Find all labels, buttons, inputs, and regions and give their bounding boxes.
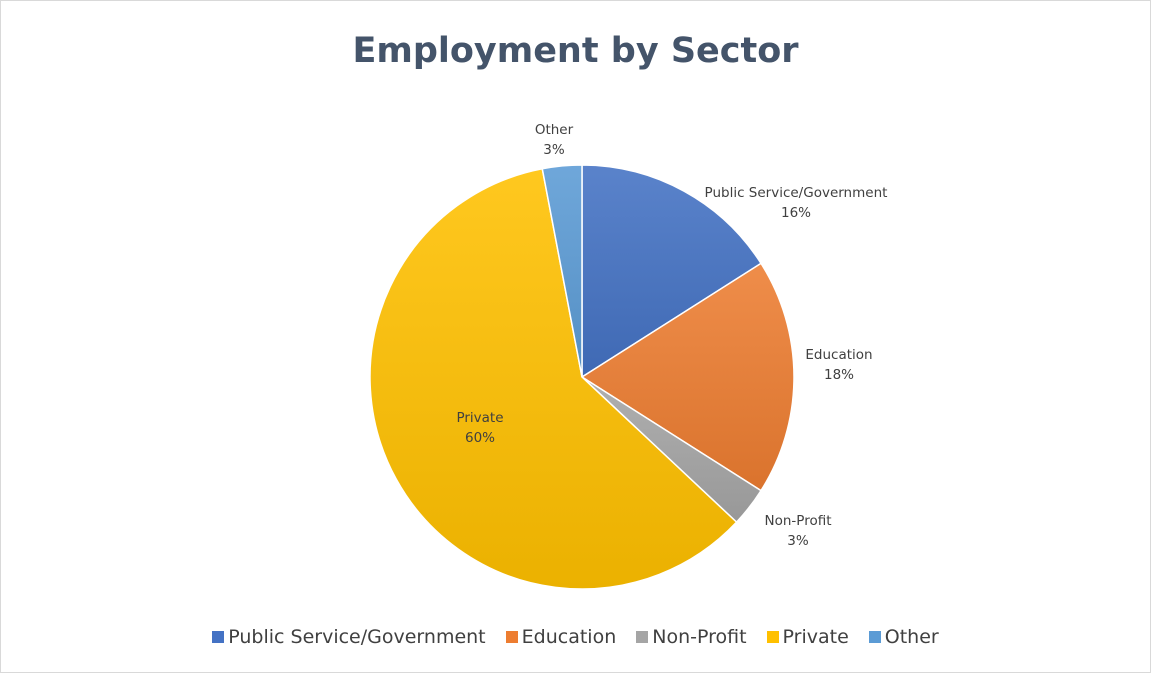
slice-value-label: 3% xyxy=(787,533,809,549)
slice-category-label: Private xyxy=(456,410,503,426)
legend-item-non-profit: Non-Profit xyxy=(636,626,747,648)
legend: Public Service/Government Education Non-… xyxy=(1,626,1150,648)
legend-swatch xyxy=(212,631,225,643)
slice-value-label: 18% xyxy=(824,367,854,383)
slice-category-label: Public Service/Government xyxy=(705,185,888,201)
legend-item-other: Other xyxy=(868,626,939,648)
slice-category-label: Non-Profit xyxy=(765,513,832,529)
pie-slice-private xyxy=(369,167,738,590)
legend-item-public-service: Public Service/Government xyxy=(212,626,486,648)
legend-swatch xyxy=(505,631,518,643)
legend-swatch xyxy=(868,631,881,643)
pie-slices xyxy=(369,164,795,590)
pie-slice-public-service-government xyxy=(581,164,763,379)
legend-label: Private xyxy=(782,626,849,648)
pie-labels: Public Service/Government 16% Education 18%… xyxy=(456,122,887,549)
slice-value-label: 60% xyxy=(465,430,495,446)
legend-label: Education xyxy=(521,626,617,648)
legend-swatch xyxy=(766,631,779,643)
legend-item-education: Education xyxy=(505,626,617,648)
slice-category-label: Other xyxy=(535,122,574,138)
legend-label: Public Service/Government xyxy=(228,626,486,648)
legend-label: Non-Profit xyxy=(652,626,747,648)
legend-item-private: Private xyxy=(766,626,849,648)
legend-label: Other xyxy=(884,626,939,648)
pie-slice-other xyxy=(541,164,583,378)
pie-slice-education xyxy=(580,262,795,492)
slice-value-label: 16% xyxy=(781,205,811,221)
pie-chart: Public Service/Government 16% Education 18%… xyxy=(369,122,887,590)
slice-category-label: Education xyxy=(805,347,872,363)
chart-title: Employment by Sector xyxy=(352,31,799,71)
slice-value-label: 3% xyxy=(543,142,565,158)
legend-swatch xyxy=(636,631,649,643)
